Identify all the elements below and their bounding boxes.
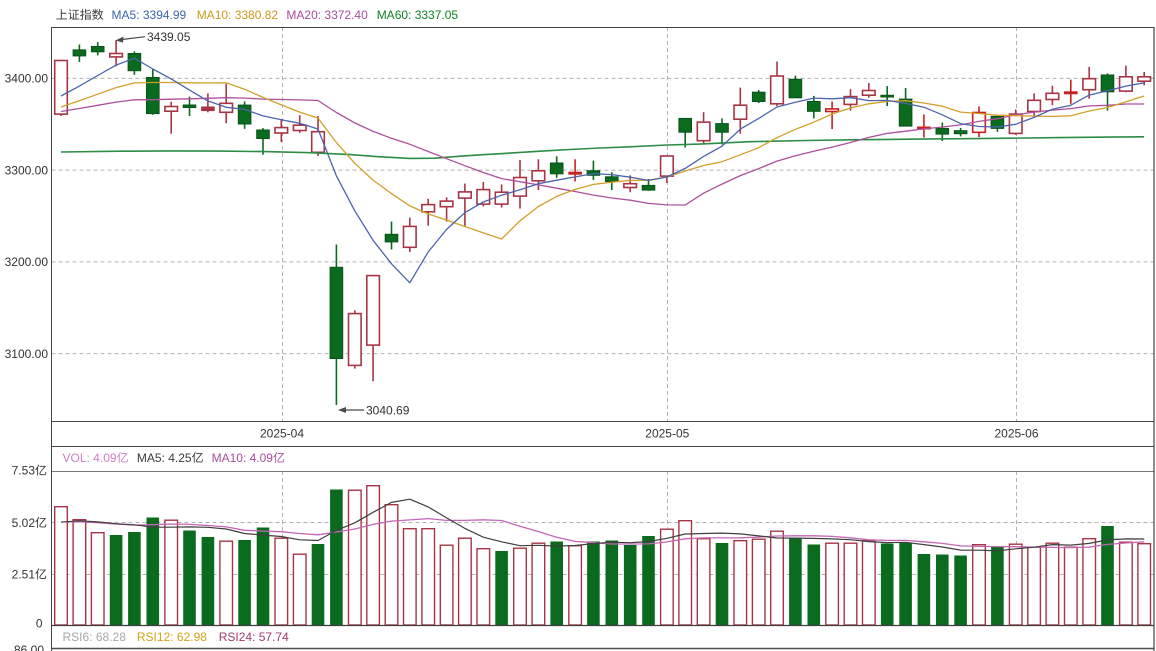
svg-text:2025-04: 2025-04 <box>260 427 304 441</box>
svg-text:3040.69: 3040.69 <box>366 403 410 417</box>
svg-text:RSI12: 62.98: RSI12: 62.98 <box>137 630 207 644</box>
svg-text:7.53: 7.53 <box>12 464 36 478</box>
svg-text:3300.00: 3300.00 <box>5 163 49 177</box>
svg-text:MA10: 3380.82: MA10: 3380.82 <box>197 8 279 22</box>
svg-text:2025-05: 2025-05 <box>645 427 689 441</box>
svg-text:RSI6: 68.28: RSI6: 68.28 <box>63 630 127 644</box>
svg-text:86.00: 86.00 <box>14 643 44 651</box>
svg-text:5.02: 5.02 <box>12 516 36 530</box>
svg-text:3400.00: 3400.00 <box>5 72 49 86</box>
svg-text:3439.05: 3439.05 <box>147 30 191 44</box>
svg-text:RSI24: 57.74: RSI24: 57.74 <box>219 630 289 644</box>
svg-text:3100.00: 3100.00 <box>5 347 49 361</box>
svg-text:VOL: 4.09: VOL: 4.09 <box>63 451 117 465</box>
svg-text:MA60: 3337.05: MA60: 3337.05 <box>377 8 459 22</box>
svg-text:MA20: 3372.40: MA20: 3372.40 <box>286 8 368 22</box>
svg-text:MA5: 4.25: MA5: 4.25 <box>137 451 192 465</box>
svg-text:2.51: 2.51 <box>12 567 36 581</box>
svg-text:0: 0 <box>36 617 43 631</box>
svg-text:2025-06: 2025-06 <box>994 427 1038 441</box>
svg-text:MA5: 3394.99: MA5: 3394.99 <box>112 8 187 22</box>
svg-text:3200.00: 3200.00 <box>5 255 49 269</box>
svg-text:MA10: 4.09: MA10: 4.09 <box>212 451 274 465</box>
